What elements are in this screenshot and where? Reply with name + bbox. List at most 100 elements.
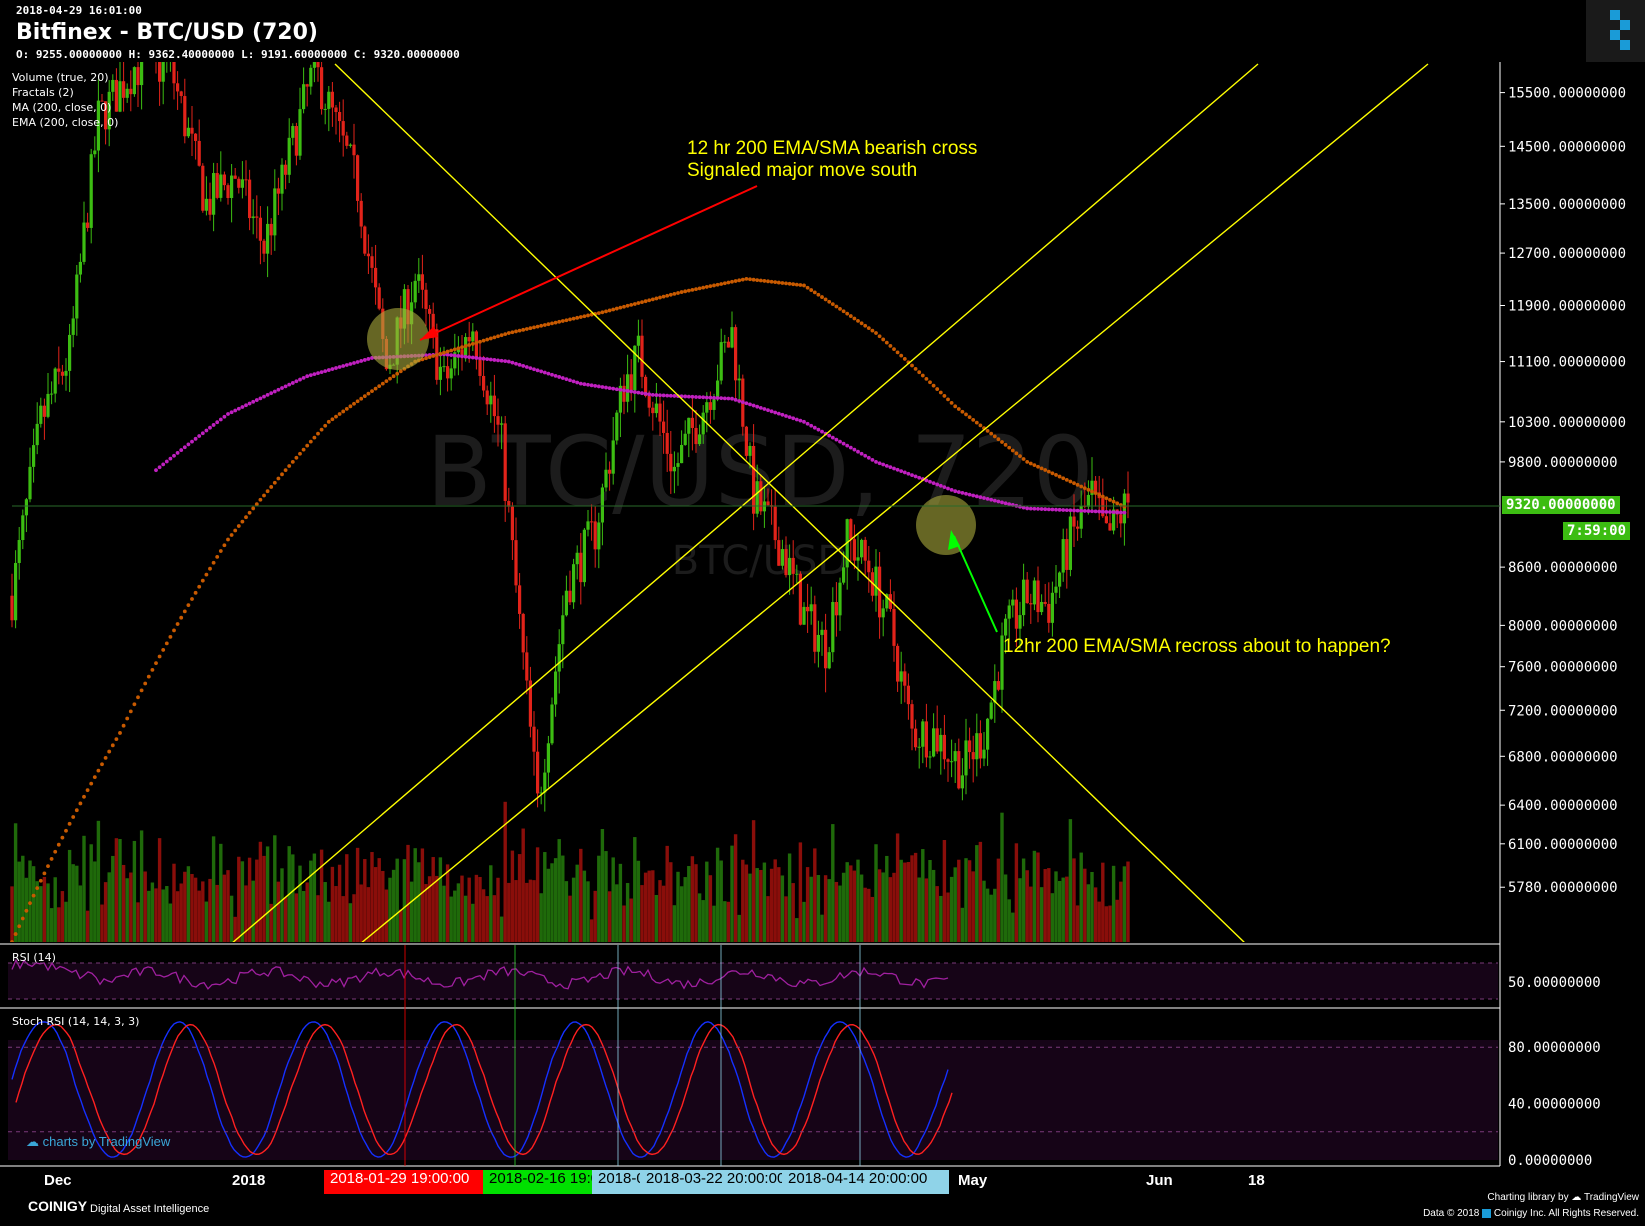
candle-body: [496, 416, 500, 425]
candle-body: [1032, 580, 1036, 605]
volume-bar: [589, 919, 594, 942]
ma200-point: [560, 376, 565, 380]
volume-bar: [773, 859, 777, 942]
ema200-point: [330, 417, 335, 422]
ema200-point: [132, 702, 137, 707]
ma200-point: [589, 383, 594, 388]
ma200-point: [1043, 507, 1048, 512]
ema200-point: [316, 431, 320, 436]
volume-bar: [525, 882, 529, 942]
volume-bar: [651, 870, 655, 942]
price-tick-label: 12700.00000000: [1508, 246, 1626, 262]
charting-library-credit[interactable]: Charting library by ☁ TradingView: [1487, 1192, 1639, 1203]
indicator-list: Volume (true, 20) Fractals (2) MA (200, …: [12, 70, 118, 130]
candle-body: [50, 393, 54, 395]
indicator-ema[interactable]: EMA (200, close, 0): [12, 116, 119, 129]
volume-bar: [262, 855, 266, 942]
candle-body: [863, 539, 867, 561]
volume-bar: [330, 866, 335, 942]
ema200-point: [334, 414, 338, 419]
volume-bar: [982, 880, 986, 942]
candle-body: [68, 334, 72, 371]
ema200-point: [247, 510, 252, 515]
volume-bar: [420, 848, 425, 942]
ema200-point: [949, 400, 954, 405]
volume-bar: [820, 914, 824, 942]
ma200-point: [463, 354, 468, 359]
volume-bar: [521, 828, 525, 942]
time-axis-label: 18: [1248, 1172, 1265, 1189]
ma200-point: [845, 443, 850, 448]
ema200-point: [647, 298, 652, 303]
volume-bar: [219, 843, 223, 942]
candle-body: [989, 702, 993, 719]
candle-body: [953, 751, 957, 762]
ema200-point: [668, 292, 673, 297]
ma200-point: [748, 402, 752, 407]
candle-body: [356, 155, 360, 201]
indicator-ma[interactable]: MA (200, close, 0): [12, 101, 112, 114]
ema200-point: [265, 489, 270, 494]
volume-bar: [845, 862, 849, 942]
ema200-point: [658, 295, 662, 300]
ema200-point: [269, 485, 274, 489]
ema200-point: [470, 341, 475, 346]
ma200-point: [510, 360, 515, 365]
ema200-point: [456, 346, 461, 351]
ema200-point: [326, 419, 331, 424]
ema200-point: [1039, 466, 1044, 471]
ema200-point: [935, 387, 940, 391]
ma200-point: [650, 393, 655, 397]
volume-bar: [1047, 868, 1051, 942]
volume-bar: [204, 901, 209, 942]
ema200-point: [1028, 461, 1033, 466]
ma200-point: [805, 421, 810, 426]
ema200-point: [924, 377, 929, 381]
volume-bar: [535, 847, 540, 942]
watermark-subtext: BTC/USD: [672, 538, 848, 584]
candle-body: [374, 267, 378, 288]
ema200-point: [679, 290, 684, 294]
ema200-point: [236, 524, 241, 528]
ma200-point: [708, 395, 713, 400]
ma200-point: [964, 491, 968, 496]
ma200-point: [780, 412, 785, 417]
indicator-volume[interactable]: Volume (true, 20): [12, 71, 109, 84]
volume-bar: [1043, 869, 1047, 942]
volume-bar: [892, 872, 896, 942]
cross-highlight-circle: [367, 308, 429, 370]
charting-library-text: Charting library by: [1487, 1192, 1569, 1203]
candle-body: [291, 126, 295, 138]
trend-line: [232, 63, 1259, 942]
ema200-point: [643, 299, 648, 304]
candle-body: [996, 681, 1000, 690]
ma200-point: [971, 493, 976, 498]
candle-body: [748, 445, 752, 456]
volume-bar: [798, 842, 803, 942]
candle-body: [60, 371, 64, 376]
volume-bar: [723, 901, 727, 942]
indicator-fractals[interactable]: Fractals (2): [12, 86, 74, 99]
rsi-band: [8, 963, 1498, 999]
candle-body: [755, 481, 759, 514]
annotation-bearish-cross: 12 hr 200 EMA/SMA bearish cross Signaled…: [687, 138, 977, 182]
candle-body: [194, 133, 198, 141]
ema200-point: [233, 528, 238, 533]
volume-bar: [1014, 843, 1019, 942]
tradingview-credit[interactable]: ☁ charts by TradingView: [26, 1134, 170, 1150]
ema200-point: [805, 285, 810, 290]
ma200-point: [827, 433, 832, 438]
candle-body: [320, 67, 324, 110]
ma200-point: [870, 457, 875, 462]
ma200-point: [614, 387, 619, 392]
ma200-point: [193, 436, 198, 441]
ema200-point: [298, 451, 302, 456]
candle-body: [636, 335, 640, 346]
ma200-point: [312, 372, 317, 377]
candle-body: [550, 704, 554, 744]
candle-body: [982, 749, 986, 759]
candle-body: [640, 335, 644, 377]
ema200-point: [823, 297, 828, 302]
candle-body: [514, 540, 518, 586]
